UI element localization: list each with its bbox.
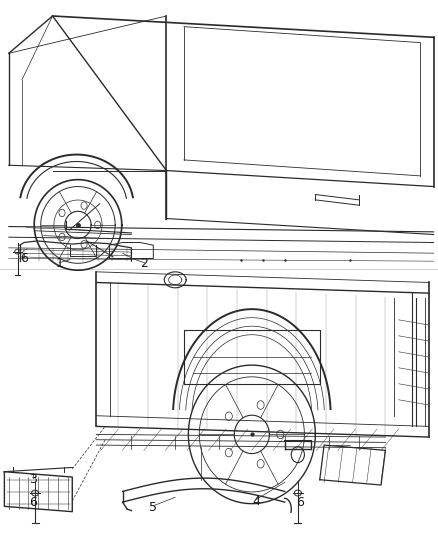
Text: 6: 6 xyxy=(20,252,28,265)
Text: 5: 5 xyxy=(149,501,157,514)
Text: 6: 6 xyxy=(29,496,37,509)
Text: 4: 4 xyxy=(252,495,260,507)
Text: 3: 3 xyxy=(29,473,37,486)
Text: 2: 2 xyxy=(141,257,148,270)
Text: 1: 1 xyxy=(55,257,63,270)
Text: 6: 6 xyxy=(296,496,304,509)
